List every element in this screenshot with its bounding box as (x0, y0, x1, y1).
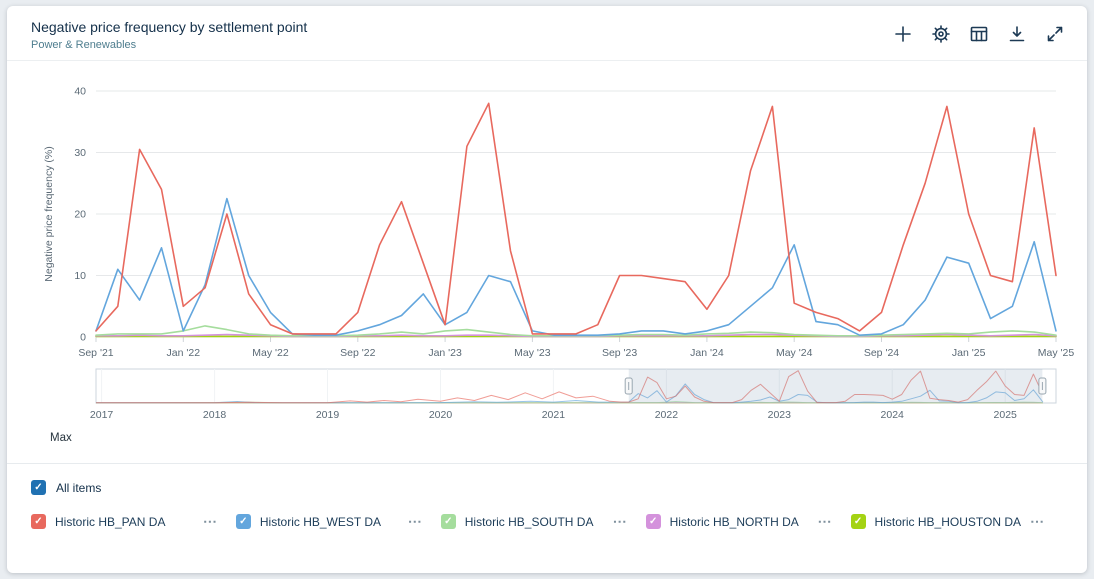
svg-text:2022: 2022 (655, 409, 679, 421)
legend-series-list: ✓ Historic HB_PAN DA ⋯ ✓ Historic HB_WES… (31, 513, 1063, 530)
navigator-handle-left[interactable] (624, 377, 633, 395)
chart-area: 0 10 20 30 40 Sep '21 Jan '22 May '22 Sep '22 Jan… (7, 61, 1087, 453)
series-overflow-button[interactable]: ⋯ (612, 513, 628, 529)
svg-text:Jan '25: Jan '25 (952, 347, 986, 359)
range-preset-max-button[interactable]: Max (50, 432, 72, 444)
plus-icon (895, 26, 911, 42)
chart-card: Negative price frequency by settlement p… (7, 6, 1087, 573)
navigator-series-line (96, 383, 1044, 404)
navigator-chart[interactable]: 2017 2018 2019 2020 2021 2022 2023 2024 2025 (16, 365, 1078, 423)
card-toolbar (891, 22, 1067, 46)
svg-text:May '23: May '23 (514, 347, 551, 359)
series-line (95, 102, 1057, 335)
series-line (95, 197, 1057, 337)
download-button[interactable] (1005, 22, 1029, 46)
gear-icon (932, 25, 950, 43)
series-label: Historic HB_PAN DA (55, 514, 166, 529)
legend-item: ✓ Historic HB_HOUSTON DA ⋯ (850, 513, 1063, 530)
navigator-series-line (95, 401, 1043, 404)
main-chart[interactable]: 0 10 20 30 40 Sep '21 Jan '22 May '22 Sep '22 Jan… (16, 69, 1078, 365)
svg-text:40: 40 (74, 86, 86, 98)
series-checkbox[interactable]: ✓ (645, 514, 661, 529)
table-icon (970, 26, 988, 42)
settings-button[interactable] (929, 22, 953, 46)
header-text: Negative price frequency by settlement p… (31, 19, 307, 51)
svg-text:2019: 2019 (316, 409, 340, 421)
series-checkbox[interactable]: ✓ (235, 514, 251, 529)
svg-text:Sep '21: Sep '21 (78, 347, 113, 359)
all-items-checkbox[interactable]: ✓ (31, 480, 46, 495)
legend: ✓ All items ✓ Historic HB_PAN DA ⋯ ✓ His… (7, 463, 1087, 530)
navigator-series-line (95, 370, 1044, 404)
svg-text:2018: 2018 (203, 409, 227, 421)
series-checkbox[interactable]: ✓ (850, 514, 866, 529)
series-overflow-button[interactable]: ⋯ (202, 513, 218, 529)
svg-text:Jan '22: Jan '22 (167, 347, 201, 359)
all-items-row: ✓ All items (31, 480, 1063, 495)
svg-text:20: 20 (74, 209, 86, 221)
svg-text:Jan '23: Jan '23 (428, 347, 462, 359)
series-label: Historic HB_SOUTH DA (464, 514, 594, 529)
svg-text:Sep '24: Sep '24 (864, 347, 899, 359)
page-subtitle: Power & Renewables (31, 39, 137, 51)
series-checkbox[interactable]: ✓ (440, 514, 456, 529)
navigator-handle-right[interactable] (1038, 377, 1047, 395)
svg-text:2021: 2021 (542, 409, 566, 421)
card-header: Negative price frequency by settlement p… (7, 6, 1087, 61)
svg-text:10: 10 (74, 270, 86, 282)
svg-text:May '22: May '22 (252, 347, 289, 359)
svg-text:2017: 2017 (90, 409, 114, 421)
series-overflow-button[interactable]: ⋯ (817, 513, 833, 529)
page-title: Negative price frequency by settlement p… (31, 19, 308, 35)
add-button[interactable] (891, 22, 915, 46)
svg-text:0: 0 (80, 332, 86, 344)
svg-text:May '25: May '25 (1038, 347, 1075, 359)
legend-item: ✓ Historic HB_SOUTH DA ⋯ (440, 513, 646, 530)
series-overflow-button[interactable]: ⋯ (407, 513, 423, 529)
series-overflow-button[interactable]: ⋯ (1030, 513, 1045, 529)
legend-item: ✓ Historic HB_NORTH DA ⋯ (645, 513, 851, 530)
navigator-selection[interactable] (628, 369, 1043, 403)
svg-text:30: 30 (74, 147, 86, 159)
svg-text:Sep '23: Sep '23 (602, 347, 637, 359)
svg-text:2024: 2024 (881, 409, 905, 421)
download-icon (1009, 26, 1025, 42)
svg-text:May '24: May '24 (776, 347, 813, 359)
all-items-label: All items (56, 480, 102, 495)
svg-text:Negative price frequency (%): Negative price frequency (%) (43, 146, 55, 281)
range-preset-row: Max (16, 423, 1078, 453)
svg-text:Sep '22: Sep '22 (340, 347, 375, 359)
svg-text:Jan '24: Jan '24 (690, 347, 724, 359)
expand-icon (1047, 26, 1063, 42)
svg-text:2023: 2023 (768, 409, 792, 421)
data-table-button[interactable] (967, 22, 991, 46)
expand-button[interactable] (1043, 22, 1067, 46)
series-label: Historic HB_WEST DA (259, 514, 382, 529)
legend-item: ✓ Historic HB_PAN DA ⋯ (31, 513, 236, 530)
svg-text:2020: 2020 (429, 409, 453, 421)
series-label: Historic HB_HOUSTON DA (874, 514, 1021, 529)
legend-item: ✓ Historic HB_WEST DA ⋯ (235, 513, 441, 530)
series-checkbox[interactable]: ✓ (31, 514, 46, 529)
svg-text:2025: 2025 (994, 409, 1018, 421)
series-label: Historic HB_NORTH DA (669, 514, 799, 529)
